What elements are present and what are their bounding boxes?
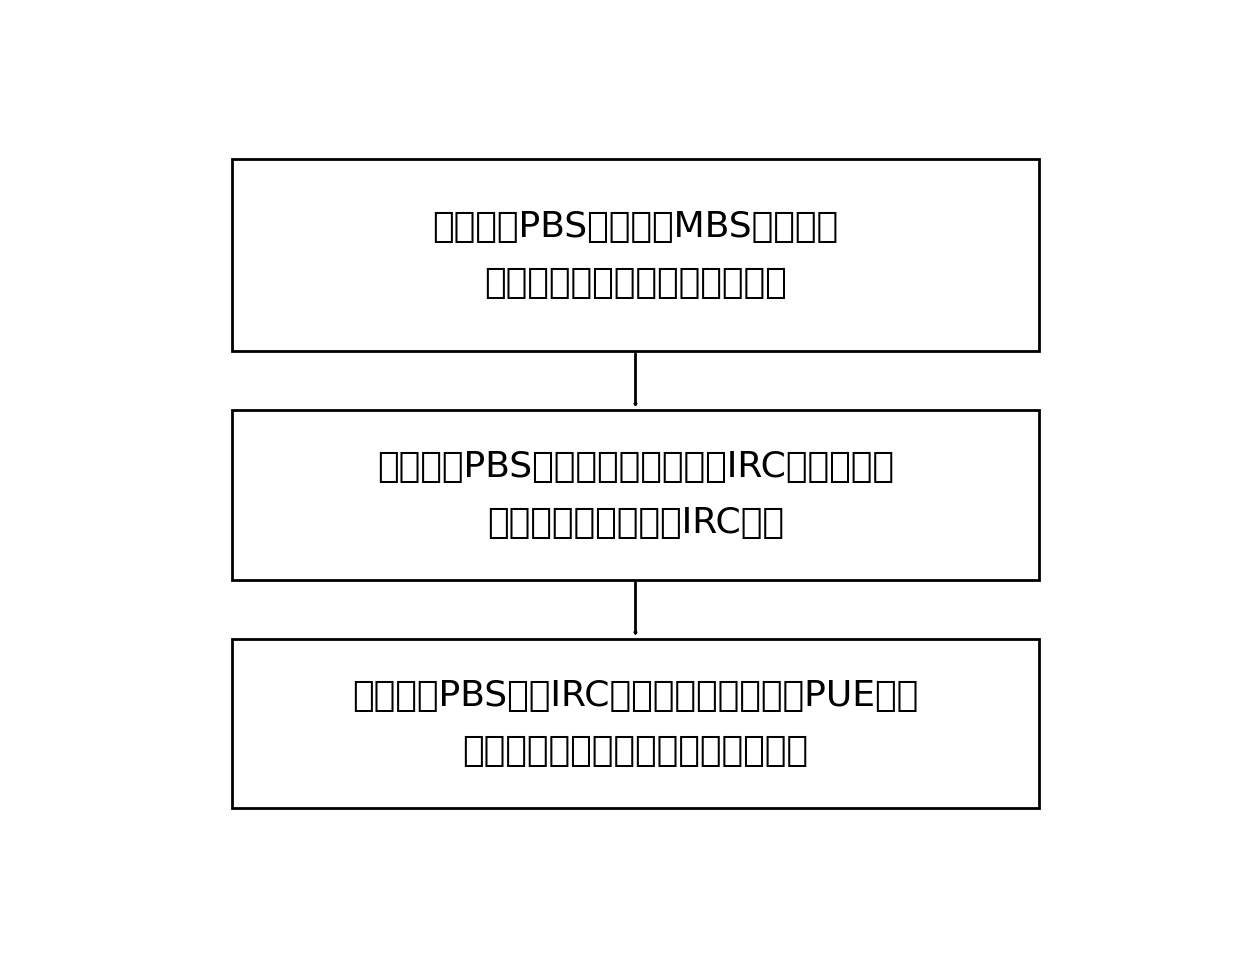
- Text: 微微基站PBS根据共享信息，计算IRC数据的幅度
和相位，从而构造出IRC数据: 微微基站PBS根据共享信息，计算IRC数据的幅度 和相位，从而构造出IRC数据: [377, 450, 894, 539]
- Text: 微微基站PBS发送IRC信号，微微蜂稝用户PUE进行
匹配滤波，从干扰中再生出期望数据: 微微基站PBS发送IRC信号，微微蜂稝用户PUE进行 匹配滤波，从干扰中再生出期…: [352, 678, 919, 768]
- FancyBboxPatch shape: [232, 410, 1039, 580]
- FancyBboxPatch shape: [232, 639, 1039, 809]
- Text: 微微基站PBS与宏基站MBS之间实现
信道状态信息和数据信息的共享: 微微基站PBS与宏基站MBS之间实现 信道状态信息和数据信息的共享: [433, 211, 838, 300]
- FancyBboxPatch shape: [232, 159, 1039, 351]
